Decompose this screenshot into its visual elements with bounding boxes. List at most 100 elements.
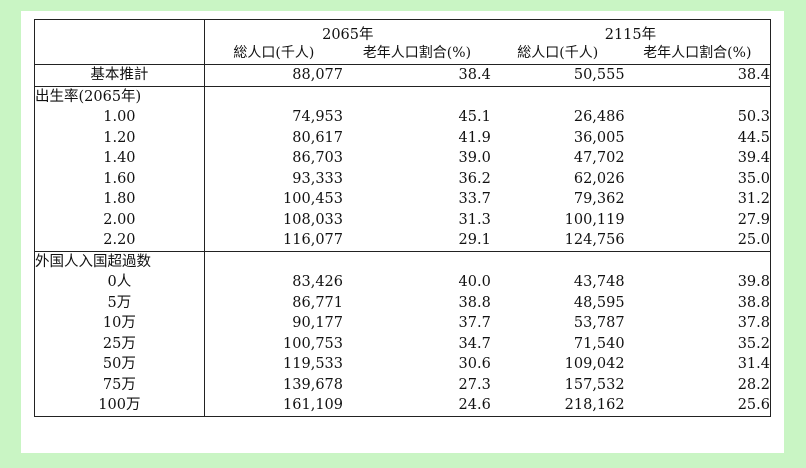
cell-total-2065: 161,109 (203, 395, 344, 416)
empty-cell (490, 85, 625, 107)
table-row: 1.80 100,453 33.7 79,362 31.2 (35, 189, 771, 210)
col-total-2115: 総人口(千人) (490, 42, 625, 65)
cell-total-2115: 47,702 (573, 150, 625, 166)
corner-cell (35, 20, 205, 43)
cell-ratio-2115: 38.4 (737, 67, 770, 83)
cell-ratio-2065: 31.3 (458, 211, 491, 228)
cell-ratio-2065: 41.9 (458, 129, 491, 146)
cell-ratio-2115: 28.2 (737, 376, 770, 393)
row-label: 100万 (98, 397, 141, 413)
cell-total-2065: 86,771 (203, 292, 344, 313)
cell-total-2115: 36,005 (573, 129, 625, 146)
cell-total-2065: 83,426 (203, 272, 344, 293)
empty-cell (490, 250, 625, 272)
cell-total-2065: 108,033 (203, 209, 344, 230)
table-row: 1.20 80,617 41.9 36,005 44.5 (35, 127, 771, 148)
cell-total-2065: 100,453 (203, 189, 344, 210)
cell-ratio-2065: 37.7 (458, 315, 491, 331)
cell-ratio-2065: 34.7 (458, 335, 491, 352)
cell-total-2115: 79,362 (573, 191, 625, 207)
cell-total-2115: 109,042 (564, 356, 625, 372)
cell-ratio-2115: 44.5 (737, 129, 770, 146)
empty-cell (343, 250, 491, 272)
table-row: 0人 83,426 40.0 43,748 39.8 (35, 272, 771, 293)
empty-cell (203, 85, 344, 107)
cell-ratio-2065: 38.8 (458, 294, 491, 311)
empty-cell (343, 85, 491, 107)
cell-ratio-2115: 38.8 (737, 294, 770, 311)
row-label: 1.60 (103, 170, 136, 187)
corner-cell-lower (34, 42, 205, 65)
col-ratio-2115: 老年人口割合(%) (624, 42, 771, 65)
table-row: 50万 119,533 30.6 109,042 31.4 (35, 354, 771, 375)
population-projection-table: 2065年 2115年 総人口(千人) 老年人口割合(%) 総人口(千人) 老年… (34, 19, 771, 417)
row-label: 2.20 (103, 232, 136, 248)
row-label: 5万 (107, 294, 132, 311)
cell-total-2115: 53,787 (573, 315, 625, 331)
row-label: 1.40 (103, 150, 136, 166)
row-label: 2.00 (103, 211, 136, 228)
cell-total-2065: 86,703 (203, 148, 344, 169)
cell-total-2065: 80,617 (203, 127, 344, 148)
section-title-row: 外国人入国超過数 (34, 250, 771, 272)
row-label: 1.80 (103, 191, 136, 207)
cell-total-2065: 90,177 (203, 313, 344, 334)
row-label: 25万 (102, 335, 136, 352)
empty-cell (624, 85, 771, 107)
cell-total-2115: 43,748 (573, 274, 625, 290)
table-row: 25万 100,753 34.7 71,540 35.2 (35, 333, 771, 354)
section-title-row: 出生率(2065年) (34, 85, 771, 107)
cell-ratio-2115: 31.2 (737, 191, 770, 207)
cell-ratio-2115: 25.6 (737, 397, 770, 413)
cell-ratio-2065: 33.7 (458, 191, 491, 207)
table-row: 基本推計 88,077 38.4 50,555 38.4 (35, 64, 771, 86)
table-row: 1.00 74,953 45.1 26,486 50.3 (35, 107, 771, 128)
empty-cell (203, 250, 344, 272)
cell-ratio-2115: 27.9 (737, 211, 770, 228)
section-title: 出生率(2065年) (34, 85, 205, 107)
col-total-2065: 総人口(千人) (203, 42, 344, 65)
cell-total-2115: 62,026 (573, 170, 625, 187)
cell-ratio-2065: 45.1 (458, 109, 491, 125)
table-row: 10万 90,177 37.7 53,787 37.8 (35, 313, 771, 334)
table-row: 2.00 108,033 31.3 100,119 27.9 (35, 209, 771, 230)
cell-total-2065: 139,678 (203, 374, 344, 395)
row-label: 75万 (102, 376, 136, 393)
cell-total-2115: 124,756 (564, 232, 625, 248)
cell-ratio-2065: 36.2 (458, 170, 491, 187)
cell-ratio-2065: 27.3 (458, 376, 491, 393)
cell-total-2065: 93,333 (203, 168, 344, 189)
cell-ratio-2115: 50.3 (737, 109, 770, 125)
section-title: 外国人入国超過数 (34, 250, 205, 272)
cell-total-2115: 48,595 (573, 294, 625, 311)
cell-ratio-2115: 31.4 (737, 356, 770, 372)
row-label: 0人 (107, 274, 132, 290)
table-row: 1.60 93,333 36.2 62,026 35.0 (35, 168, 771, 189)
cell-total-2115: 50,555 (573, 67, 625, 83)
header-group-2065: 2065年 (203, 19, 491, 42)
empty-cell (624, 250, 771, 272)
cell-ratio-2115: 35.2 (737, 335, 770, 352)
cell-ratio-2115: 25.0 (737, 232, 770, 248)
row-label: 1.00 (103, 109, 136, 125)
cell-total-2115: 26,486 (573, 109, 625, 125)
cell-ratio-2115: 39.4 (737, 150, 770, 166)
cell-ratio-2115: 39.8 (737, 274, 770, 290)
cell-ratio-2065: 39.0 (458, 150, 491, 166)
table-row: 1.40 86,703 39.0 47,702 39.4 (35, 148, 771, 169)
table-row: 2.20 116,077 29.1 124,756 25.0 (35, 230, 771, 251)
row-label: 基本推計 (90, 67, 149, 83)
cell-ratio-2065: 38.4 (458, 67, 491, 83)
row-label: 1.20 (103, 129, 136, 146)
cell-total-2065: 88,077 (203, 64, 344, 86)
cell-ratio-2065: 29.1 (458, 232, 491, 248)
table-row: 100万 161,109 24.6 218,162 25.6 (35, 395, 771, 416)
cell-total-2115: 218,162 (564, 397, 625, 413)
cell-ratio-2065: 40.0 (458, 274, 491, 290)
cell-ratio-2065: 30.6 (458, 356, 491, 372)
row-label: 10万 (102, 315, 136, 331)
table-body: 基本推計 88,077 38.4 50,555 38.4 出生率(2065年) 1.00 74… (34, 64, 771, 416)
col-ratio-2065: 老年人口割合(%) (343, 42, 491, 65)
cell-total-2115: 71,540 (573, 335, 625, 352)
cell-total-2065: 100,753 (203, 333, 344, 354)
